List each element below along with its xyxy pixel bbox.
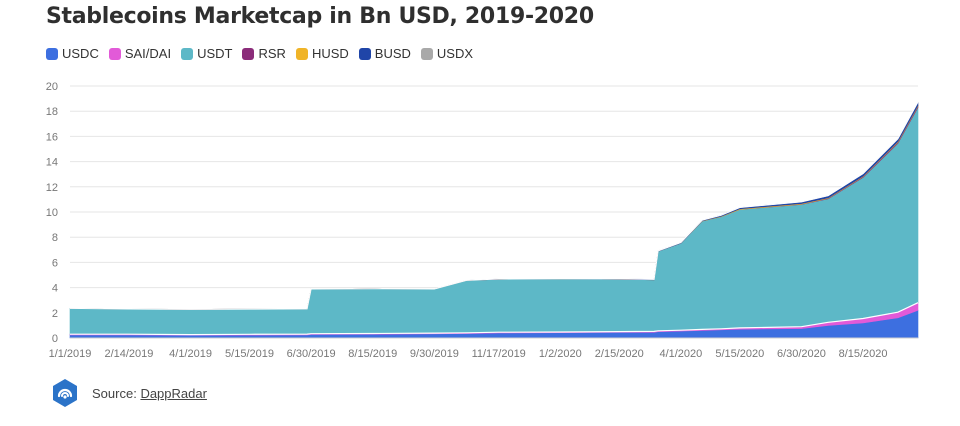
x-tick-label-11: 5/15/2020 — [715, 348, 764, 360]
x-tick-label-0: 1/1/2019 — [49, 348, 92, 360]
legend-label-usdx: USDX — [436, 46, 474, 61]
series-area-usdt — [69, 106, 919, 335]
source-label: Source: — [92, 385, 137, 401]
x-tick-label-6: 9/30/2019 — [410, 348, 459, 360]
legend-item-busd[interactable]: BUSD — [358, 46, 411, 61]
dappradar-logo-icon — [53, 379, 77, 407]
legend-label-usdt: USDT — [197, 46, 233, 61]
legend-item-usdt[interactable]: USDT — [181, 46, 232, 61]
legend-label-sai-dai: SAI/DAI — [124, 46, 172, 61]
y-tick-label-2: 4 — [52, 283, 58, 295]
x-tick-label-12: 6/30/2020 — [777, 348, 826, 360]
x-tick-label-8: 1/2/2020 — [539, 348, 582, 360]
chart-legend: USDC SAI/DAI USDT RSR HUSD BUSD USDX — [46, 46, 473, 61]
x-tick-label-9: 2/15/2020 — [595, 348, 644, 360]
x-tick-label-5: 8/15/2019 — [348, 348, 397, 360]
series-top-outline — [69, 101, 919, 310]
y-tick-label-10: 20 — [46, 81, 58, 93]
y-tick-label-8: 16 — [46, 131, 58, 143]
y-tick-label-7: 14 — [46, 157, 58, 169]
legend-item-usdx[interactable]: USDX — [420, 46, 474, 61]
legend-swatch-usdc — [46, 47, 58, 60]
legend-label-usdc: USDC — [62, 46, 99, 61]
legend-item-usdc[interactable]: USDC — [46, 46, 99, 61]
legend-item-husd[interactable]: HUSD — [295, 46, 349, 61]
y-tick-label-9: 18 — [46, 106, 58, 118]
legend-swatch-usdt — [181, 47, 194, 60]
x-tick-label-4: 6/30/2019 — [287, 348, 336, 360]
source-link[interactable]: DappRadar — [140, 385, 207, 401]
x-tick-label-2: 4/1/2019 — [169, 348, 212, 360]
series-boundary-line — [70, 302, 919, 336]
y-tick-label-4: 8 — [52, 232, 58, 244]
legend-swatch-busd — [358, 47, 371, 60]
x-tick-label-13: 8/15/2020 — [839, 348, 888, 360]
legend-swatch-sai-dai — [108, 47, 121, 60]
x-tick-label-3: 5/15/2019 — [225, 348, 274, 360]
legend-label-busd: BUSD — [374, 46, 411, 61]
y-tick-label-3: 6 — [52, 257, 58, 269]
legend-swatch-husd — [295, 47, 308, 60]
legend-label-husd: HUSD — [311, 46, 349, 61]
legend-swatch-rsr — [242, 47, 255, 60]
y-tick-label-6: 12 — [46, 182, 58, 194]
y-tick-label-1: 2 — [52, 308, 58, 320]
legend-item-rsr[interactable]: RSR — [242, 46, 286, 61]
legend-label-rsr: RSR — [258, 46, 286, 61]
source-attribution: Source: DappRadar — [50, 378, 207, 408]
y-tick-label-5: 10 — [46, 207, 58, 219]
chart-title: Stablecoins Marketcap in Bn USD, 2019-20… — [46, 4, 594, 29]
x-tick-label-7: 11/17/2019 — [472, 348, 526, 360]
legend-item-sai-dai[interactable]: SAI/DAI — [108, 46, 172, 61]
x-tick-label-10: 4/1/2020 — [659, 348, 702, 360]
x-tick-label-1: 2/14/2019 — [104, 348, 153, 360]
legend-swatch-usdx — [420, 47, 433, 60]
y-tick-label-0: 0 — [52, 333, 58, 345]
